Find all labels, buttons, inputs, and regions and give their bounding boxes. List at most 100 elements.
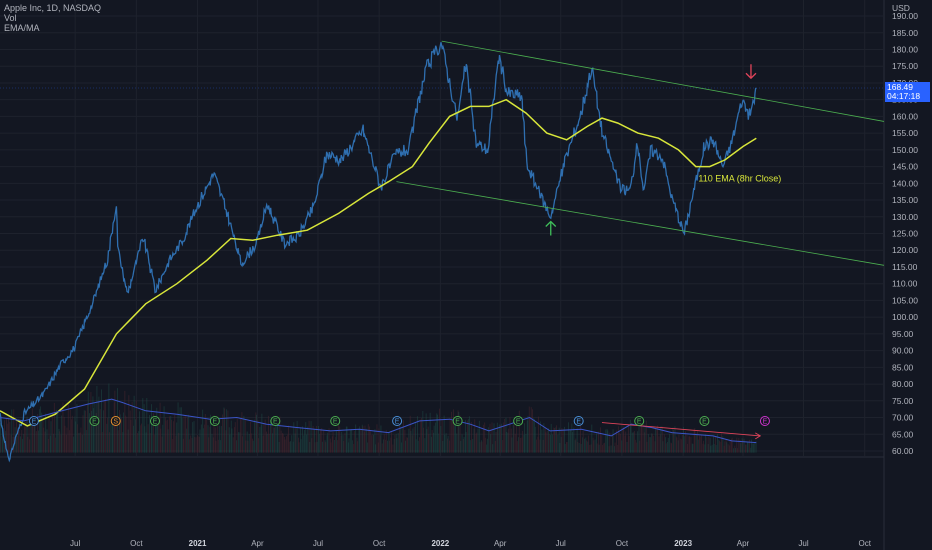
volume-bar [156,407,158,453]
volume-bar [623,426,625,453]
earnings-marker [28,416,39,426]
volume-bar [564,443,566,453]
symbol-title[interactable]: Apple Inc, 1D, NASDAQ [4,3,102,13]
volume-bar [687,443,689,453]
volume-bar [429,412,431,453]
volume-bar [271,421,273,453]
volume-bar [580,424,581,453]
volume-bar [287,434,289,453]
y-tick-label: 110.00 [892,279,918,289]
x-tick-label: Apr [251,539,264,548]
volume-bar [215,440,217,453]
volume-bar [411,435,413,453]
volume-bar [139,411,140,453]
volume-bar [441,419,443,453]
volume-bar [16,435,18,453]
earnings-marker [110,416,121,426]
volume-bar [731,439,732,453]
volume-bar [37,430,39,453]
volume-bar [566,442,568,453]
indicator-legend[interactable]: EMA/MA [4,23,40,33]
earnings-marker-letter: E [273,419,278,426]
volume-bar [385,439,387,453]
volume-bar [282,433,283,453]
volume-bar [713,444,715,453]
volume-bar [272,433,273,453]
volume-bar [229,434,231,453]
y-tick-label: 70.00 [892,413,914,423]
volume-bar [138,431,140,453]
volume-bar [468,416,470,453]
volume-bar [10,434,12,453]
volume-bar [256,414,257,453]
volume-bar [394,434,396,453]
volume-bar [164,417,166,453]
earnings-marker [573,416,584,426]
time-scale[interactable]: Jul Oct 2021 Apr Jul Oct 2022 Apr Jul Oct 2023 Apr J… [70,539,872,548]
price-scale[interactable]: 190.00185.00180.00175.00170.00165.00160.… [892,3,918,456]
volume-bar [123,412,124,453]
earnings-marker [330,416,341,426]
volume-bar [165,420,167,453]
volume-bar [500,423,502,453]
volume-bar [85,430,87,453]
volume-bar [651,433,653,453]
volume-bar [403,420,404,453]
volume-bar [172,439,174,453]
last-price-badge: 168.49 04:17:18 [885,82,930,102]
volume-bar [614,442,616,453]
volume-bar [550,434,551,453]
volume-bar [452,409,454,453]
volume-bar [128,395,130,453]
volume-bar [243,415,245,453]
volume-bar [641,418,643,453]
volume-bar [25,421,27,453]
volume-bar [410,430,412,453]
volume-bar [159,402,161,453]
volume-bar [236,440,238,453]
volume-bar [509,417,511,453]
volume-bar [133,395,135,453]
volume-bar [710,445,712,453]
volume-bar [297,437,299,453]
volume-bar [175,435,177,453]
volume-bar [154,434,156,453]
volume-bar [629,419,631,453]
volume-bar [78,432,80,453]
volume-bar [289,441,291,453]
volume-bar [389,440,391,453]
volume-bar [461,434,463,453]
earnings-marker [634,416,645,426]
volume-bar [210,414,212,453]
volume-bar [637,431,639,453]
volume-bar [435,422,436,453]
volume-bar [333,439,335,453]
volume-bar [266,433,268,453]
volume-bar [270,419,271,453]
volume-bar [534,426,536,453]
volume-bar [525,433,527,453]
volume-bar [202,428,204,453]
volume-bar [358,429,360,453]
volume-bar [569,430,571,453]
volume-bar [621,440,623,453]
volume-bar [321,428,323,453]
volume-bar [111,421,113,453]
y-tick-label: 85.00 [892,362,914,372]
volume-bar [369,431,371,453]
volume-bar [626,441,628,453]
volume-bar [296,420,298,453]
volume-bar [292,441,294,453]
volume-bar [486,444,488,453]
volume-bar [590,444,592,453]
volume-bar [580,443,582,453]
volume-bar [617,444,619,453]
volume-legend[interactable]: Vol [4,13,17,23]
volume-bar [12,436,14,453]
volume-bar [160,428,162,453]
volume-bar [197,436,199,453]
volume-bar [208,437,210,453]
volume-bar [250,421,252,453]
volume-bar [142,398,144,453]
